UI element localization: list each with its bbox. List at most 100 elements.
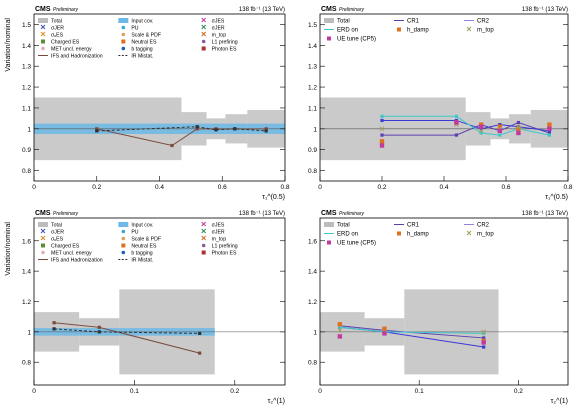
panel-1: 0.8 0.9 1 1.1 1.2 1.3 1.4 1.5 0 0.2 0.4 0.6 0.8 CMS Pr… [5,6,290,201]
data-point [52,327,56,331]
y-tick-label: 0.8 [22,168,31,175]
y-tick-label: 1.1 [308,105,317,112]
legend-entry: Scale & PDF [121,33,161,39]
legend-entry: CR1 [394,19,420,25]
x-axis-label: τ₁^(0.5) [545,194,568,201]
legend-swatch [466,230,472,236]
legend-swatch [121,46,126,51]
y-axis-label: Variation/nominal [5,18,12,72]
series-line [96,128,267,147]
y-axis-label: Variation/nominal [5,222,12,276]
preliminary-label: Preliminary [339,211,365,217]
legend-entry: IR Mistat. [118,258,153,264]
panel-4: 0.8 1 1.2 1.4 1.6 0 0.1 0.2 CMS Preliminary 138 fb… [308,210,569,405]
legend-label: Total [337,223,350,229]
data-point [547,133,551,137]
legend-entry: MET uncl. energy [41,47,92,53]
legend-entry: Total [38,18,62,25]
legend-swatch [201,235,207,241]
y-tick-label: 1 [27,126,31,133]
y-tick-label: 0.8 [308,360,317,367]
legend-entry: σᵤES [40,235,64,243]
data-point [95,127,99,131]
legend-label: σJER [212,230,225,236]
legend-swatch [121,25,126,30]
y-tick-label: 1.3 [308,64,317,71]
legend-entry: UE tune (CP5) [327,240,376,247]
data-point [479,131,483,135]
legend-entry: ERD on [324,232,358,238]
data-point [454,133,458,137]
legend-swatch [201,17,207,23]
legend-label: Total [51,223,62,229]
data-point [195,125,199,129]
legend-swatch [201,31,207,37]
y-tick-label: 1.6 [308,238,317,245]
legend-swatch [327,240,331,245]
legend-swatch [324,222,334,227]
data-point [497,124,502,129]
legend-swatch [121,243,126,248]
x-tick-label: 0 [318,388,322,395]
legend-entry: m_top [466,26,494,34]
legend-entry: Total [38,222,62,229]
legend-entry: L1 prefiring [201,244,238,250]
legend-entry: Neutral ES [121,243,157,250]
legend-entry: MET uncl. energy [41,251,92,257]
legend-swatch [40,228,46,234]
legend-entry: Total [324,18,350,25]
series-line [382,122,550,136]
data-point [380,114,384,118]
legend-swatch [41,46,45,51]
data-point [195,127,199,131]
legend-entry: σJER [40,228,64,236]
legend-swatch [121,229,126,234]
x-tick-label: 0.6 [218,184,227,191]
legend-entry: ERD on [324,28,358,34]
cms-label: CMS [35,210,51,217]
legend-label: σJER [51,26,64,32]
x-tick-label: 0.6 [501,184,510,191]
data-point [97,330,101,334]
legend-label: Total [51,19,62,25]
data-point [516,130,521,136]
y-tick-label: 1.5 [22,22,31,29]
legend-entry: σᵤES [40,31,64,39]
legend-swatch [201,250,206,255]
data-point [379,139,385,144]
data-point [198,351,202,355]
legend-label: Photon ES [212,251,237,257]
y-tick-label: 1.2 [308,299,317,306]
y-tick-label: 1.2 [22,85,31,92]
lumi-label: 138 fb⁻¹ (13 TeV) [239,211,285,217]
legend-label: IR Mistat. [131,258,153,264]
data-point [337,327,343,333]
data-point [478,128,484,134]
legend-entry: CR2 [464,19,490,25]
legend-entry: Input cov. [118,18,153,25]
legend-entry: σJER [40,24,64,32]
legend-label: IFS and Hadronization [51,54,103,60]
legend-swatch [466,26,472,32]
legend-label: UE tune (CP5) [337,241,376,247]
data-point [337,334,343,339]
legend-label: σᵤES [51,237,64,243]
data-point [379,126,385,132]
legend-label: Input cov. [131,19,153,25]
data-point [380,118,384,123]
x-tick-label: 0.8 [563,184,572,191]
data-point [264,127,268,131]
y-tick-label: 1.6 [22,238,31,245]
legend-entry: Scale & PDF [121,237,161,243]
data-point [337,322,343,327]
x-tick-label: 0 [32,388,36,395]
legend-swatch [201,39,206,44]
data-point [497,128,502,134]
y-tick-label: 1.4 [22,43,31,50]
x-axis-label: τ₂^(1) [268,398,285,405]
legend-label: σJES [212,19,225,25]
legend-label: Scale & PDF [131,33,161,39]
preliminary-label: Preliminary [53,211,79,217]
legend-label: CR2 [477,19,490,25]
legend-swatch [40,24,46,30]
